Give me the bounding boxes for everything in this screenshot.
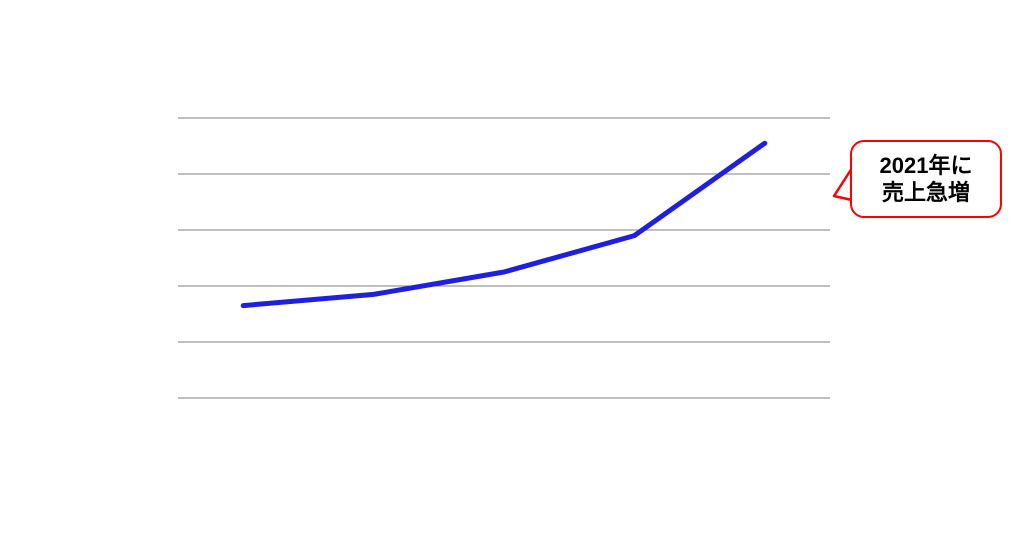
- sales-line: [243, 143, 765, 305]
- line-chart: [0, 0, 1024, 538]
- chart-stage: 2021年に 売上急増: [0, 0, 1024, 538]
- callout-text: 2021年に 売上急増: [880, 152, 973, 207]
- callout-annotation: 2021年に 売上急増: [850, 140, 1002, 218]
